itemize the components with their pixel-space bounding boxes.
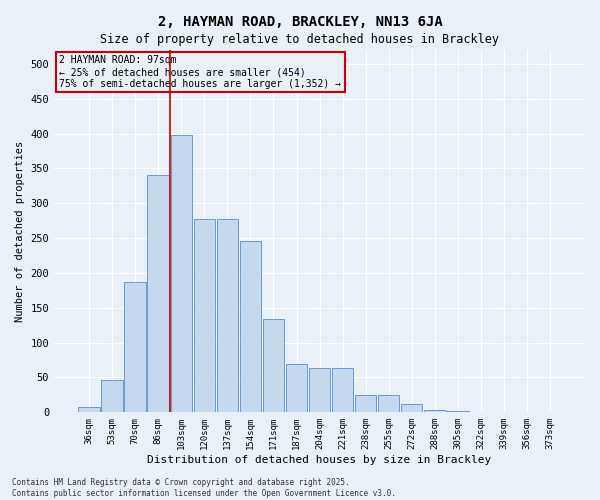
Bar bbox=[124, 282, 146, 412]
Text: Size of property relative to detached houses in Brackley: Size of property relative to detached ho… bbox=[101, 32, 499, 46]
Bar bbox=[309, 368, 330, 412]
Bar bbox=[78, 407, 100, 412]
Bar bbox=[101, 380, 122, 412]
Bar bbox=[448, 411, 469, 412]
Bar bbox=[401, 404, 422, 412]
Bar bbox=[355, 395, 376, 412]
Bar bbox=[194, 218, 215, 412]
Bar bbox=[378, 395, 400, 412]
Bar bbox=[263, 319, 284, 412]
Text: Contains HM Land Registry data © Crown copyright and database right 2025.
Contai: Contains HM Land Registry data © Crown c… bbox=[12, 478, 396, 498]
Text: 2 HAYMAN ROAD: 97sqm
← 25% of detached houses are smaller (454)
75% of semi-deta: 2 HAYMAN ROAD: 97sqm ← 25% of detached h… bbox=[59, 56, 341, 88]
Bar bbox=[240, 241, 261, 412]
Bar bbox=[286, 364, 307, 412]
Text: 2, HAYMAN ROAD, BRACKLEY, NN13 6JA: 2, HAYMAN ROAD, BRACKLEY, NN13 6JA bbox=[158, 15, 442, 29]
Bar bbox=[217, 218, 238, 412]
Bar bbox=[332, 368, 353, 412]
Bar bbox=[170, 135, 192, 412]
X-axis label: Distribution of detached houses by size in Brackley: Distribution of detached houses by size … bbox=[148, 455, 492, 465]
Bar bbox=[424, 410, 446, 412]
Bar bbox=[148, 176, 169, 412]
Y-axis label: Number of detached properties: Number of detached properties bbox=[15, 140, 25, 322]
